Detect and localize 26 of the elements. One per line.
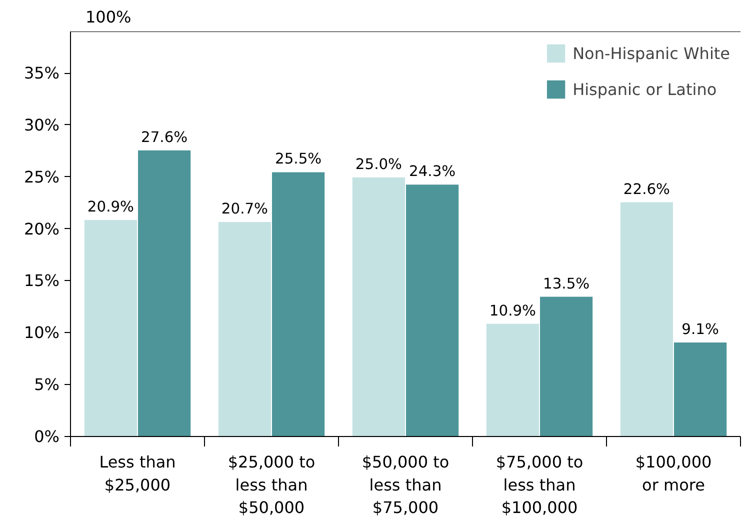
y-tick-label: 20% bbox=[24, 219, 60, 238]
data-label: 20.7% bbox=[221, 200, 268, 218]
x-tick-label: Less than $25,000 bbox=[99, 452, 176, 494]
y-tick-label: 0% bbox=[34, 427, 60, 446]
text: 100% bbox=[86, 8, 132, 26]
data-label: 24.3% bbox=[409, 163, 456, 180]
data-label: 27.6% bbox=[141, 128, 188, 146]
data-label: 10.9% bbox=[489, 302, 536, 320]
data-label: 25.0% bbox=[355, 156, 402, 173]
legend-label: Hispanic or Latino bbox=[572, 80, 717, 98]
x-tick-label: $75,000 to less than $100,000 bbox=[496, 452, 584, 518]
x-tick-label: $100,000 or more bbox=[635, 452, 712, 494]
x-tick-label: $25,000 to less than $50,000 bbox=[228, 452, 316, 518]
data-label: 9.1% bbox=[682, 321, 719, 338]
data-label: 13.5% bbox=[543, 275, 590, 292]
data-label: 20.9% bbox=[87, 198, 134, 216]
y-tick-label: 35% bbox=[24, 64, 60, 83]
legend-label: Non-Hispanic White bbox=[572, 44, 730, 62]
y-tick-label: 10% bbox=[24, 323, 60, 342]
y-tick-label: 15% bbox=[24, 271, 60, 290]
y-tick-label: 5% bbox=[34, 375, 60, 394]
y-tick-label: 25% bbox=[24, 167, 60, 186]
data-label: 25.5% bbox=[275, 150, 322, 168]
y-tick-label: 30% bbox=[24, 115, 60, 134]
data-label: 22.6% bbox=[623, 180, 670, 198]
x-tick-label: $50,000 to less than $75,000 bbox=[362, 452, 450, 518]
